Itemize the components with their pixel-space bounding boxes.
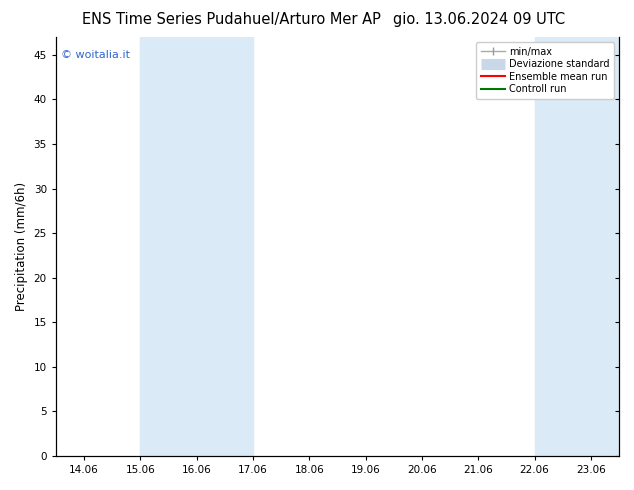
Legend: min/max, Deviazione standard, Ensemble mean run, Controll run: min/max, Deviazione standard, Ensemble m…	[476, 42, 614, 99]
Text: © woitalia.it: © woitalia.it	[61, 49, 131, 60]
Text: gio. 13.06.2024 09 UTC: gio. 13.06.2024 09 UTC	[393, 12, 565, 27]
Bar	[140, 37, 253, 456]
Y-axis label: Precipitation (mm/6h): Precipitation (mm/6h)	[15, 182, 28, 311]
Bar	[534, 37, 619, 456]
Text: ENS Time Series Pudahuel/Arturo Mer AP: ENS Time Series Pudahuel/Arturo Mer AP	[82, 12, 381, 27]
